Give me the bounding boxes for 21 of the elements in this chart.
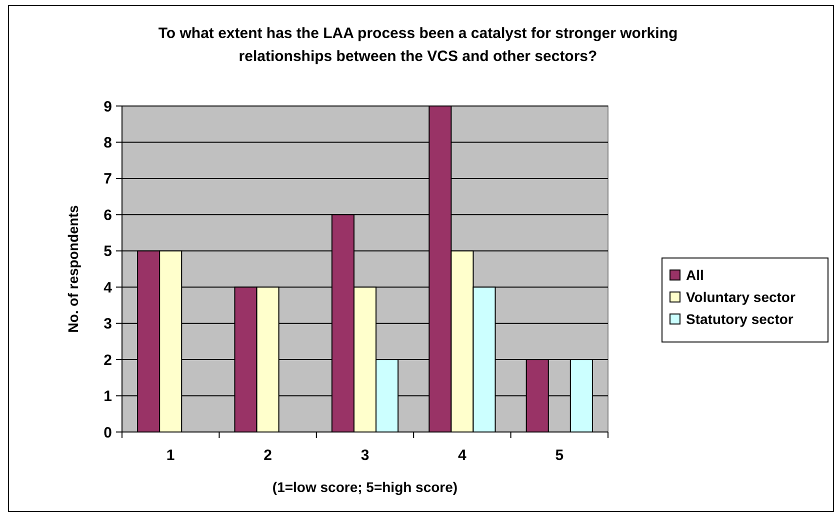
x-tick-label: 3 <box>360 447 370 464</box>
chart-title: To what extent has the LAA process been a catalyst for stronger working relationships between the VCS and other sectors? <box>158 25 678 65</box>
x-tick-label: 1 <box>166 447 175 464</box>
y-tick-label: 1 <box>104 388 112 406</box>
y-tick-label: 5 <box>104 243 112 260</box>
x-axis-title: (1=low score; 5=high score) <box>272 479 458 495</box>
x-tick-label: 4 <box>458 447 468 464</box>
legend-label: Voluntary sector <box>686 288 796 305</box>
x-tick-label: 2 <box>264 447 272 464</box>
y-tick-label: 2 <box>104 352 112 369</box>
y-tick-label: 9 <box>104 98 112 116</box>
y-tick-label: 8 <box>104 134 112 152</box>
y-tick-label: 6 <box>104 206 112 224</box>
y-tick-label: 3 <box>104 316 112 333</box>
y-tick-label: 0 <box>104 424 112 442</box>
x-tick-label: 5 <box>555 447 564 464</box>
legend-label: All <box>686 266 704 283</box>
legend-label: Statutory sector <box>686 310 794 327</box>
y-tick-label: 4 <box>104 279 113 296</box>
y-tick-label: 7 <box>104 170 112 188</box>
y-axis-title: No. of respondents <box>65 205 81 333</box>
